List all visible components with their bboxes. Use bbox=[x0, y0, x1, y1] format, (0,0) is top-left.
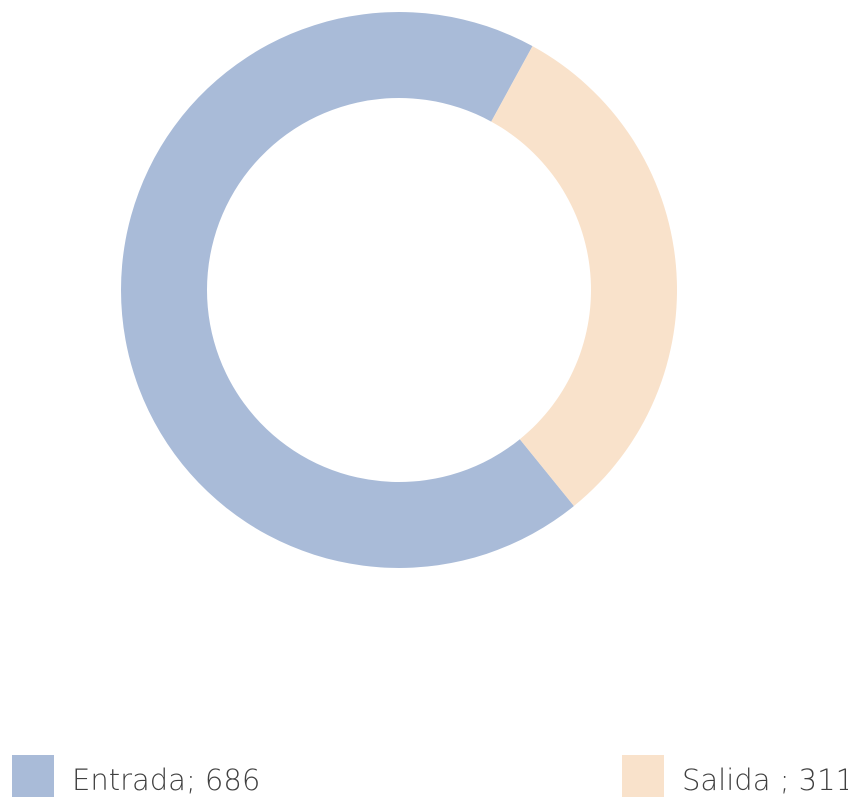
legend-swatch bbox=[622, 755, 664, 797]
legend-swatch bbox=[12, 755, 54, 797]
donut-slice bbox=[121, 11, 574, 568]
legend-label: Salida ; 311 bbox=[682, 763, 848, 797]
legend-label: Entrada; 686 bbox=[72, 763, 260, 797]
donut-slice bbox=[491, 46, 678, 507]
